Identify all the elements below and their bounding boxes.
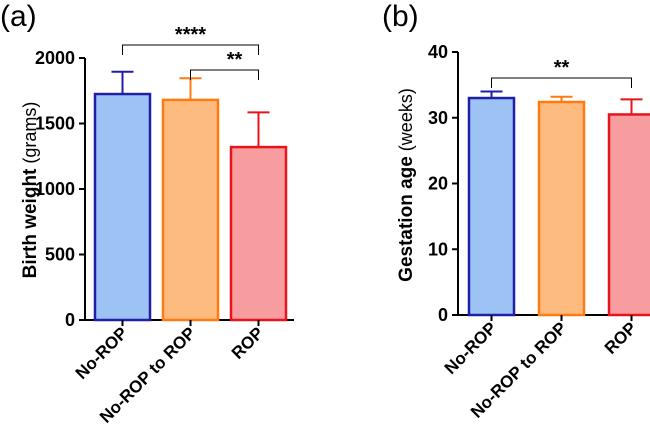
panel-b-y-tick-label: 10 [428,239,448,259]
panel-b-x-tick-label: No-ROP [441,318,501,378]
panel-b: (b) Gestation age (weeks) 0 10 20 30 40 No-ROP… [382,0,650,422]
panel-b-y-tick-label: 30 [428,108,448,128]
panel-a-bar [93,92,152,322]
panel-b-significance-label: ** [554,57,570,79]
panel-a-y-tick-label: 500 [45,245,75,265]
panel-a-y-tick-label: 2000 [35,48,75,68]
panel-a-bar [229,145,288,322]
panel-a-y-axis-title: Birth weight [20,168,41,278]
panel-b-bar [607,113,650,317]
panel-b-significance-bracket [491,77,632,88]
panel-b-y-axis-unit: (weeks) [396,88,416,151]
panel-a-y-tick-label: 1500 [35,114,75,134]
panel-b-y-tick-label: 20 [428,174,448,194]
panel-b-y-tick-label: 40 [428,42,448,62]
panel-a: (a) Birth weight (grams) 0 500 1000 1500 2000… [0,0,294,427]
panel-b-y-axis-label: Gestation age (weeks) [396,88,417,282]
panel-b-y-axis-title: Gestation age [396,156,417,282]
panel-b-y-tick-label: 0 [438,305,448,325]
panel-b-bar [537,100,586,317]
panel-a-y-tick-label: 0 [65,310,75,330]
panel-a-y-axis-label: Birth weight (grams) [20,102,41,279]
panel-a-significance-label: ** [227,49,243,71]
panel-a-label: (a) [0,0,37,33]
panel-a-bar [161,98,220,322]
panel-a-significance-bracket [122,44,259,55]
panel-b-x-tick-label: ROP [601,318,640,357]
panel-a-y-axis-unit: (grams) [20,102,40,164]
panel-b-bar [467,96,516,317]
panel-a-significance-bracket [190,69,259,80]
panel-a-x-tick-label: No-ROP [72,323,132,383]
panel-b-label: (b) [382,0,419,33]
panel-a-significance-label: **** [175,24,206,46]
panel-a-x-tick-label: ROP [228,323,267,362]
panel-a-y-tick-label: 1000 [35,179,75,199]
